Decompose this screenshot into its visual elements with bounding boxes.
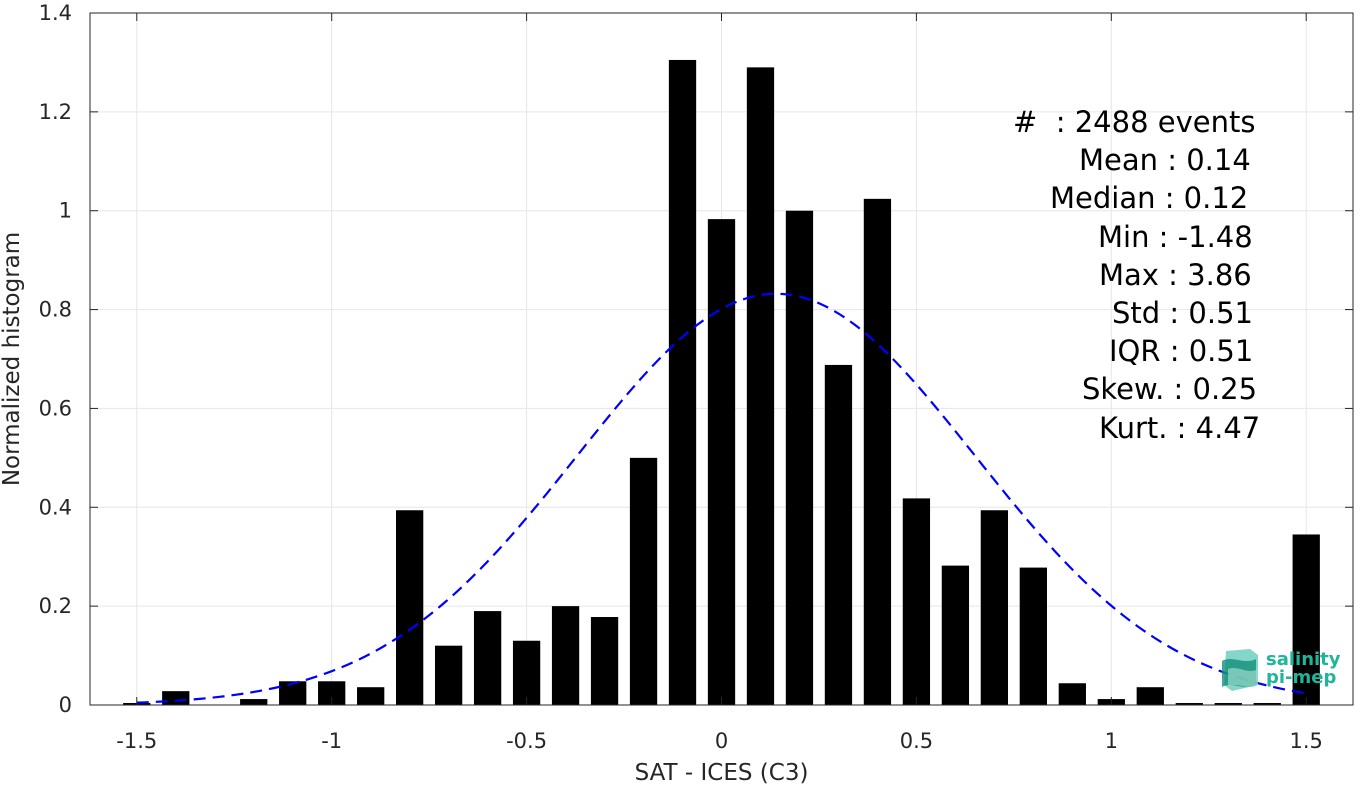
- histogram-bar: [1292, 534, 1320, 705]
- stat-skew: Skew. : 0.25: [1082, 372, 1258, 407]
- stat-mean: Mean : 0.14: [1079, 143, 1251, 178]
- y-tick-label: 0.4: [39, 495, 72, 519]
- histogram-bar: [785, 210, 814, 705]
- y-tick-label: 0.8: [39, 298, 72, 322]
- y-tick-label: 0.2: [39, 594, 72, 618]
- histogram-bar: [824, 364, 853, 705]
- logo-icon: [1222, 649, 1258, 691]
- y-tick-label: 1: [59, 199, 72, 223]
- stat-median: Median : 0.12: [1050, 181, 1249, 216]
- histogram-bar: [668, 59, 697, 705]
- histogram-bar: [1253, 703, 1281, 705]
- histogram-bar: [473, 611, 502, 705]
- histogram-bar: [1214, 703, 1242, 705]
- x-tick-label: 1: [1105, 729, 1118, 753]
- stat-max: Max : 3.86: [1099, 257, 1252, 292]
- y-axis-label: Normalized histogram: [0, 232, 25, 486]
- histogram-bar: [1136, 687, 1164, 705]
- x-tick-label: 0.5: [900, 729, 933, 753]
- histogram-bar: [512, 640, 541, 705]
- histogram-bar: [162, 691, 190, 705]
- x-tick-label: -1.5: [116, 729, 157, 753]
- y-tick-label: 1.4: [39, 1, 72, 25]
- bars: [123, 59, 1320, 706]
- histogram-bar: [980, 510, 1009, 705]
- histogram-bar: [902, 498, 931, 705]
- histogram-bar: [1019, 567, 1047, 705]
- x-axis-label: SAT - ICES (C3): [635, 760, 809, 785]
- y-tick-label: 0: [59, 693, 72, 717]
- stat-iqr: IQR : 0.51: [1109, 334, 1254, 369]
- histogram-bar: [1058, 683, 1086, 705]
- x-tick-label: -1: [321, 729, 342, 753]
- stat-kurt: Kurt. : 4.47: [1099, 410, 1261, 445]
- histogram-bar: [1175, 703, 1203, 705]
- x-tick-label: 1.5: [1290, 729, 1323, 753]
- gaussian-fit-curve: [136, 292, 1307, 704]
- logo-line2: pi-mep: [1266, 667, 1337, 688]
- histogram-bar: [863, 198, 892, 705]
- stats-box: # : 2488 events Mean : 0.14 Median : 0.1…: [900, 103, 1280, 447]
- histogram-bar: [629, 457, 658, 705]
- histogram-bar: [434, 645, 463, 705]
- ticks: -1.5 -1 -0.5 0 0.5 1 1.5 0 0.2 0.4 0.6 0.8 1 1.2 1.4: [39, 1, 1353, 753]
- y-tick-label: 0.6: [39, 396, 72, 420]
- histogram-bar: [941, 565, 970, 705]
- stat-min: Min : -1.48: [1098, 219, 1253, 254]
- stat-events: # : 2488 events: [1013, 105, 1256, 139]
- histogram-bar: [746, 67, 775, 705]
- histogram-bar: [279, 681, 307, 705]
- x-tick-label: 0: [715, 729, 728, 753]
- grid: [90, 12, 1353, 706]
- salinity-pi-mep-logo: salinity pi-mep: [1218, 645, 1358, 695]
- histogram-bar: [707, 219, 736, 706]
- logo-line1: salinity: [1266, 649, 1341, 670]
- histogram-bar: [590, 617, 619, 705]
- histogram-bar: [396, 510, 424, 705]
- histogram-bar: [318, 681, 346, 705]
- stat-std: Std : 0.51: [1112, 296, 1253, 331]
- histogram-bar: [357, 687, 385, 705]
- histogram-bar: [240, 699, 268, 705]
- x-tick-label: -0.5: [506, 729, 547, 753]
- histogram-bar: [551, 606, 580, 705]
- y-tick-label: 1.2: [39, 100, 72, 124]
